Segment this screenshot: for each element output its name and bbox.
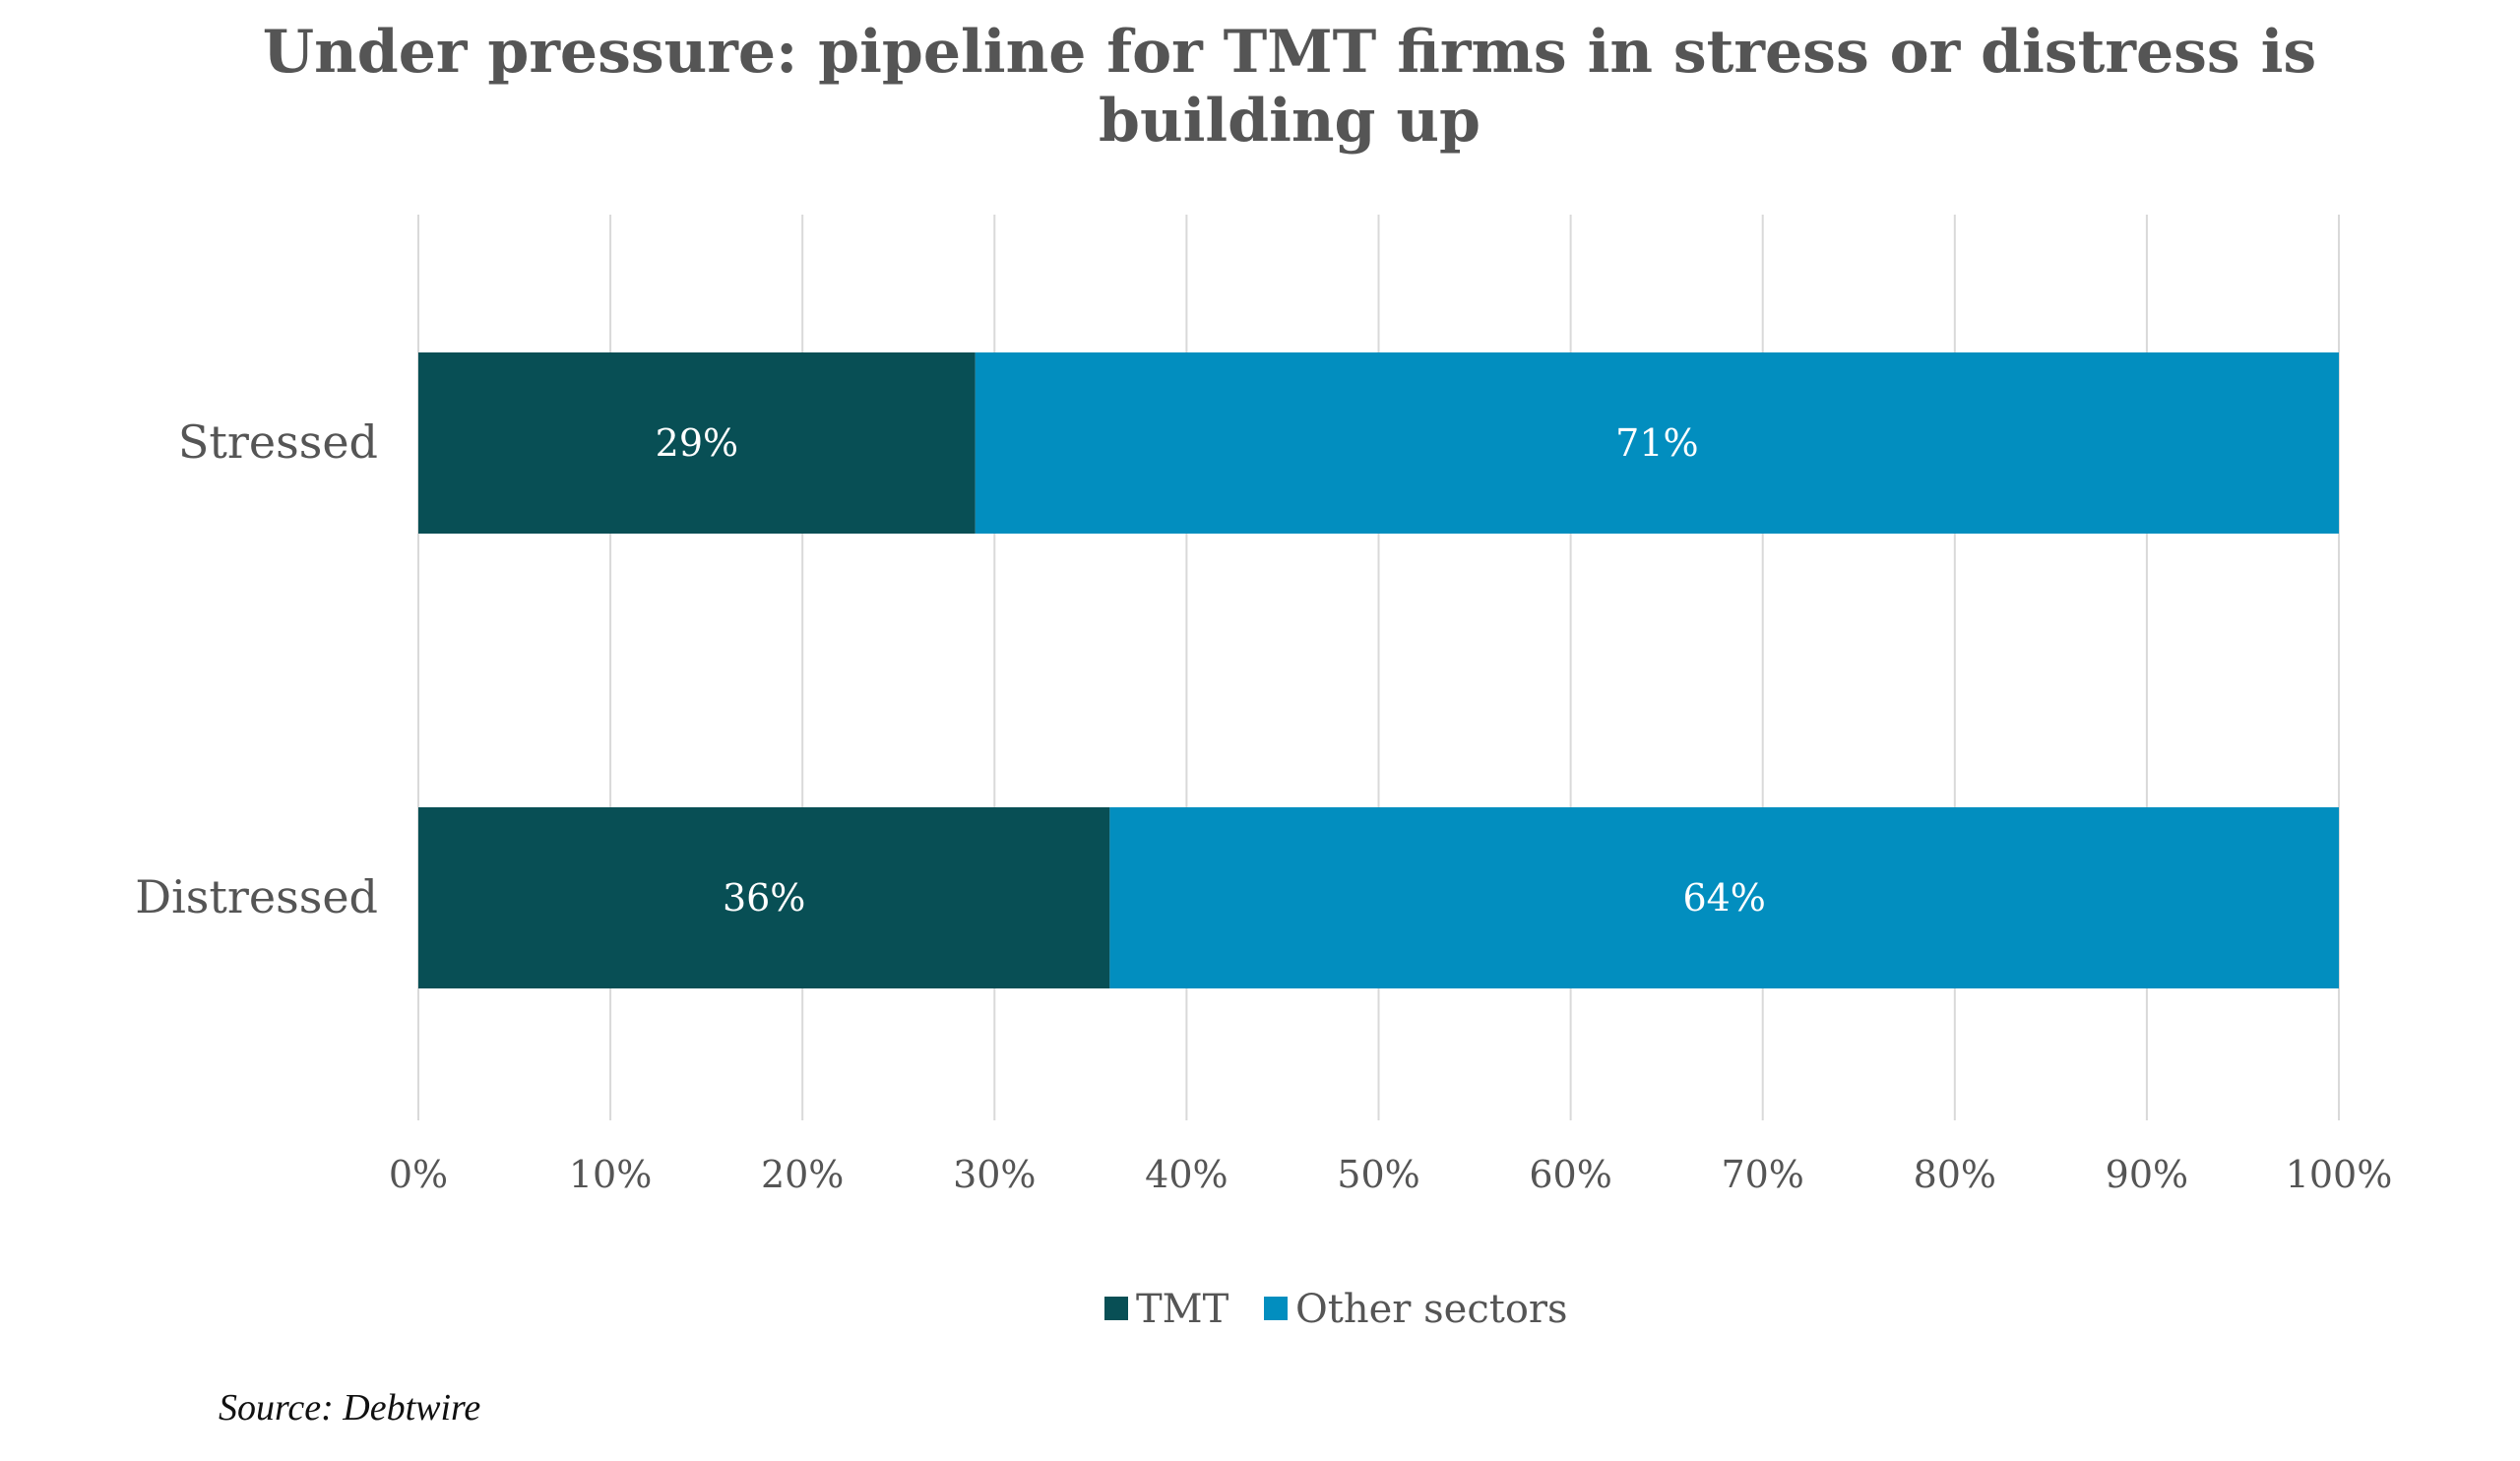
chart-title: Under pressure: pipeline for TMT firms i… — [262, 18, 2317, 156]
bar-data-label: 36% — [723, 876, 805, 920]
x-tick-label: 40% — [1145, 1153, 1228, 1196]
x-tick-label: 60% — [1529, 1153, 1611, 1196]
bar-data-labels: 29% 71% 36% 64% — [656, 421, 1766, 920]
x-tick-label: 20% — [761, 1153, 844, 1196]
bar-segment — [418, 807, 1110, 988]
bar-segment — [418, 352, 976, 534]
category-label: Stressed — [178, 415, 378, 469]
x-axis-ticks: 0% 10% 20% 30% 40% 50% 60% 70% 80% 90% 100% — [389, 1153, 2392, 1196]
legend: TMT Other sectors — [1104, 1287, 1568, 1332]
x-tick-label: 90% — [2106, 1153, 2188, 1196]
source-note: Source: Debtwire — [219, 1387, 481, 1429]
x-tick-label: 100% — [2286, 1153, 2393, 1196]
x-tick-label: 50% — [1337, 1153, 1419, 1196]
category-label: Distressed — [135, 870, 378, 923]
legend-swatch — [1104, 1297, 1128, 1320]
legend-label: Other sectors — [1295, 1287, 1568, 1332]
x-tick-label: 70% — [1721, 1153, 1803, 1196]
x-tick-label: 10% — [569, 1153, 652, 1196]
bar-data-label: 29% — [656, 421, 738, 465]
legend-swatch — [1264, 1297, 1288, 1320]
bars — [418, 352, 2339, 988]
bar-segment — [975, 352, 2339, 534]
x-tick-label: 80% — [1914, 1153, 1996, 1196]
legend-label: TMT — [1136, 1287, 1229, 1332]
bar-data-label: 71% — [1615, 421, 1698, 465]
x-tick-label: 0% — [389, 1153, 448, 1196]
x-tick-label: 30% — [953, 1153, 1036, 1196]
category-labels: Stressed Distressed — [135, 415, 378, 923]
bar-segment — [1109, 807, 2339, 988]
bar-data-label: 64% — [1682, 876, 1765, 920]
